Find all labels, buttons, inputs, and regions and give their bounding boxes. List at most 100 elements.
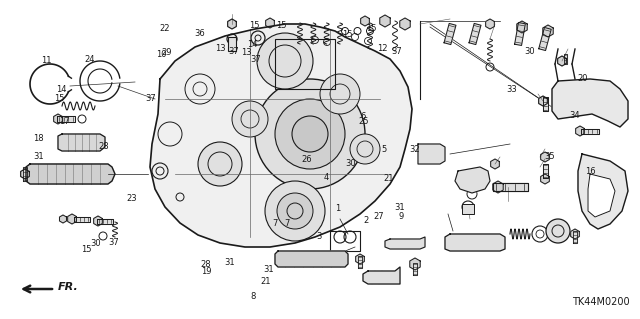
Text: 37: 37 <box>392 47 402 56</box>
Polygon shape <box>581 129 599 133</box>
Polygon shape <box>493 183 527 191</box>
Polygon shape <box>578 154 628 229</box>
Text: 16: 16 <box>585 167 595 176</box>
Circle shape <box>292 116 328 152</box>
Polygon shape <box>266 18 275 28</box>
Polygon shape <box>486 19 494 29</box>
Bar <box>462 204 474 214</box>
Polygon shape <box>515 23 525 45</box>
Circle shape <box>320 74 360 114</box>
Text: 31: 31 <box>264 265 274 274</box>
Polygon shape <box>410 258 420 270</box>
Text: 2: 2 <box>364 216 369 225</box>
Text: 10: 10 <box>156 50 166 59</box>
Text: 21: 21 <box>384 174 394 182</box>
Text: 15: 15 <box>366 24 376 33</box>
Text: 30: 30 <box>525 47 535 56</box>
Polygon shape <box>97 219 113 224</box>
Polygon shape <box>573 231 577 243</box>
Polygon shape <box>275 251 348 267</box>
Polygon shape <box>539 27 551 50</box>
Polygon shape <box>228 19 236 29</box>
Text: 15: 15 <box>276 21 287 30</box>
Text: 33: 33 <box>507 85 517 94</box>
Text: 21: 21 <box>260 277 271 286</box>
Polygon shape <box>400 18 410 30</box>
Circle shape <box>546 219 570 243</box>
Text: TK44M0200: TK44M0200 <box>572 297 630 307</box>
Text: 22: 22 <box>160 24 170 33</box>
Text: 37: 37 <box>109 238 119 247</box>
Polygon shape <box>588 174 615 217</box>
Polygon shape <box>552 79 628 127</box>
Text: 17: 17 <box>59 117 69 126</box>
Bar <box>275 39 335 89</box>
Polygon shape <box>445 234 505 251</box>
Text: 30: 30 <box>91 239 101 248</box>
Polygon shape <box>60 215 67 223</box>
Text: 5: 5 <box>381 145 387 154</box>
Circle shape <box>350 134 380 164</box>
Text: 27: 27 <box>374 212 384 221</box>
Polygon shape <box>74 217 90 221</box>
Text: 30: 30 <box>346 159 356 168</box>
Bar <box>228 37 236 51</box>
Text: 25: 25 <box>358 117 369 126</box>
Polygon shape <box>469 23 481 45</box>
Circle shape <box>257 33 313 89</box>
Polygon shape <box>356 254 364 264</box>
Polygon shape <box>413 263 417 275</box>
Polygon shape <box>491 159 499 169</box>
Circle shape <box>265 181 325 241</box>
Text: 26: 26 <box>302 155 312 164</box>
Polygon shape <box>543 25 553 37</box>
Polygon shape <box>493 181 503 193</box>
Text: 28: 28 <box>201 260 211 269</box>
Text: 32: 32 <box>410 145 420 154</box>
Polygon shape <box>57 116 75 122</box>
Polygon shape <box>68 214 76 224</box>
Polygon shape <box>418 144 445 164</box>
Text: 15: 15 <box>342 30 353 39</box>
Text: 36: 36 <box>195 29 205 38</box>
Text: 3: 3 <box>316 232 321 241</box>
Polygon shape <box>563 54 566 64</box>
Polygon shape <box>455 167 490 193</box>
Polygon shape <box>543 97 547 111</box>
Polygon shape <box>575 126 584 136</box>
Polygon shape <box>444 23 456 45</box>
Text: 29: 29 <box>161 48 172 57</box>
Text: 34: 34 <box>570 111 580 120</box>
Polygon shape <box>358 256 362 268</box>
Text: 31: 31 <box>33 152 44 161</box>
Polygon shape <box>543 164 547 178</box>
Polygon shape <box>26 164 115 184</box>
Polygon shape <box>23 167 27 181</box>
Text: 24: 24 <box>84 56 95 64</box>
Polygon shape <box>541 174 549 184</box>
Text: 8: 8 <box>251 292 256 300</box>
Text: 9: 9 <box>399 212 404 221</box>
Text: 20: 20 <box>577 74 588 83</box>
Text: 1: 1 <box>335 204 340 213</box>
Circle shape <box>277 193 313 229</box>
Text: 37: 37 <box>145 94 156 103</box>
Text: 19: 19 <box>201 267 211 276</box>
Text: 15: 15 <box>81 245 92 254</box>
Text: 4: 4 <box>324 173 329 182</box>
Polygon shape <box>380 15 390 27</box>
Polygon shape <box>93 216 102 226</box>
Polygon shape <box>54 114 62 124</box>
Text: 15: 15 <box>250 21 260 30</box>
Polygon shape <box>385 237 425 249</box>
Circle shape <box>232 101 268 137</box>
Text: 12: 12 <box>378 44 388 53</box>
Text: 35: 35 <box>544 152 554 161</box>
Text: 14: 14 <box>56 85 67 94</box>
Text: 31: 31 <box>224 258 234 267</box>
Text: 31: 31 <box>395 203 405 212</box>
Polygon shape <box>541 152 549 162</box>
Polygon shape <box>20 169 29 179</box>
Text: 7: 7 <box>273 219 278 228</box>
Polygon shape <box>517 21 527 33</box>
